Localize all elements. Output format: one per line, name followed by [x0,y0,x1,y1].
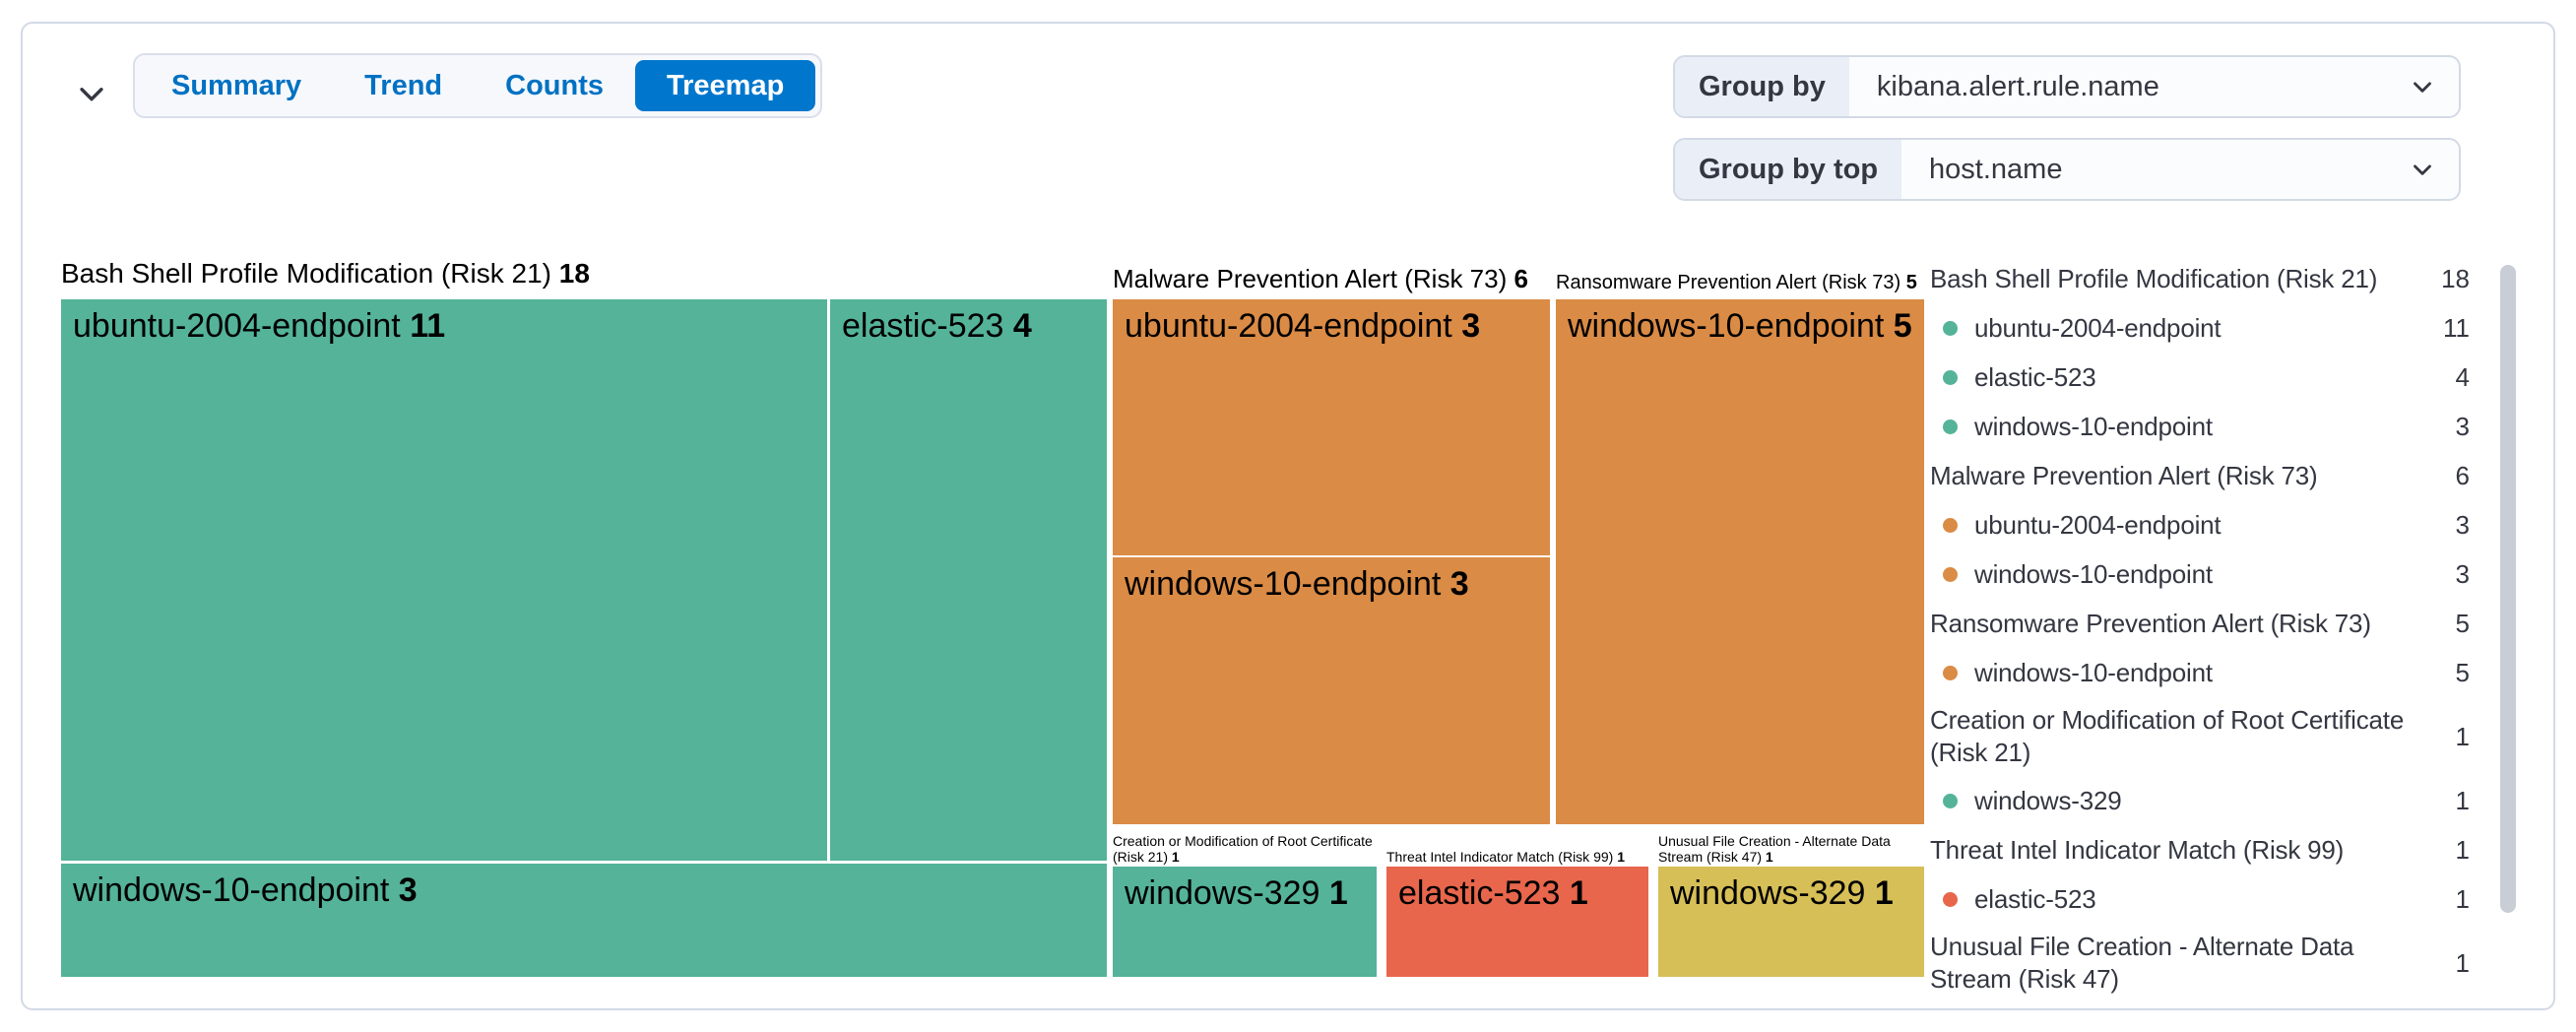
tab-treemap[interactable]: Treemap [635,60,816,111]
legend-color-dot [1943,320,1958,336]
treemap-tile[interactable]: elastic-523 4 [830,299,1107,861]
treemap-group-header: Unusual File Creation - Alternate Data S… [1658,833,1891,865]
alerts-treemap-chart: Bash Shell Profile Modification (Risk 21… [61,256,1924,989]
legend-group-row[interactable]: Malware Prevention Alert (Risk 73) 6 [1930,451,2470,500]
collapse-section-button[interactable] [66,69,117,120]
legend-group-row[interactable]: Ransomware Prevention Alert (Risk 73) 5 [1930,599,2470,648]
tab-counts[interactable]: Counts [474,60,635,111]
legend-count: 3 [2455,558,2470,589]
chevron-down-icon [2408,57,2459,116]
treemap-tile[interactable]: windows-329 1 [1658,867,1924,977]
legend-label: elastic-523 [1974,883,2096,914]
legend-label: Ransomware Prevention Alert (Risk 73) [1930,608,2371,638]
legend-label: ubuntu-2004-endpoint [1974,312,2222,343]
tab-trend[interactable]: Trend [333,60,474,111]
treemap-legend: Bash Shell Profile Modification (Risk 21… [1930,254,2470,1002]
legend-color-dot [1943,793,1958,808]
group-by-top-control: Group by top host.name [1673,138,2461,201]
legend-item-row[interactable]: elastic-523 1 [1930,874,2470,924]
legend-color-dot [1943,566,1958,582]
legend-item-row[interactable]: windows-10-endpoint 3 [1930,402,2470,451]
legend-color-dot [1943,665,1958,680]
chevron-down-icon [75,77,108,113]
legend-item-row[interactable]: ubuntu-2004-endpoint 3 [1930,500,2470,549]
legend-label: ubuntu-2004-endpoint [1974,509,2222,540]
treemap-group-header: Threat Intel Indicator Match (Risk 99) 1 [1386,849,1625,865]
legend-count: 5 [2455,657,2470,687]
legend-label: Bash Shell Profile Modification (Risk 21… [1930,263,2378,293]
legend-label: windows-329 [1974,785,2122,815]
legend-label: Unusual File Creation - Alternate Data S… [1930,932,2354,994]
legend-count: 5 [2455,608,2470,638]
treemap-group-header: Creation or Modification of Root Certifi… [1113,833,1373,865]
legend-label: windows-10-endpoint [1974,657,2213,687]
treemap-group-header: Ransomware Prevention Alert (Risk 73) 5 [1556,272,1917,293]
legend-count: 18 [2441,263,2470,293]
legend-item-row[interactable]: elastic-523 4 [1930,353,2470,402]
treemap-tile[interactable]: ubuntu-2004-endpoint 11 [61,299,827,861]
treemap-group-header: Malware Prevention Alert (Risk 73) 6 [1113,264,1528,293]
legend-count: 1 [2455,947,2470,978]
treemap-tile[interactable]: ubuntu-2004-endpoint 3 [1113,299,1550,555]
legend-label: Threat Intel Indicator Match (Risk 99) [1930,834,2345,865]
chevron-down-icon [2408,140,2459,199]
legend-scrollbar-thumb[interactable] [2500,265,2516,913]
legend-count: 11 [2443,312,2470,343]
legend-group-row[interactable]: Threat Intel Indicator Match (Risk 99) 1 [1930,825,2470,874]
treemap-tile[interactable]: elastic-523 1 [1386,867,1648,977]
legend-count: 3 [2455,509,2470,540]
legend-group-row[interactable]: Bash Shell Profile Modification (Risk 21… [1930,254,2470,303]
legend-group-row[interactable]: Unusual File Creation - Alternate Data S… [1930,924,2470,1002]
group-by-top-label: Group by top [1675,140,1902,199]
treemap-tile[interactable]: windows-10-endpoint 5 [1556,299,1924,824]
tab-summary[interactable]: Summary [140,60,333,111]
group-by-select[interactable]: kibana.alert.rule.name [1876,70,2159,102]
alerts-treemap-panel: Summary Trend Counts Treemap Group by ki… [21,22,2555,1010]
group-by-label: Group by [1675,57,1849,116]
legend-count: 3 [2455,411,2470,441]
legend-count: 4 [2455,361,2470,392]
legend-color-dot [1943,891,1958,907]
legend-item-row[interactable]: windows-329 1 [1930,776,2470,825]
legend-label: Creation or Modification of Root Certifi… [1930,705,2405,767]
legend-item-row[interactable]: windows-10-endpoint 5 [1930,648,2470,697]
legend-label: elastic-523 [1974,361,2096,392]
treemap-tile[interactable]: windows-329 1 [1113,867,1377,977]
legend-color-dot [1943,369,1958,385]
legend-item-row[interactable]: windows-10-endpoint 3 [1930,549,2470,599]
treemap-tile[interactable]: windows-10-endpoint 3 [1113,557,1550,824]
legend-color-dot [1943,517,1958,533]
legend-label: Malware Prevention Alert (Risk 73) [1930,460,2318,490]
view-tabs-group: Summary Trend Counts Treemap [133,53,823,118]
legend-count: 1 [2455,721,2470,751]
legend-color-dot [1943,419,1958,434]
legend-label: windows-10-endpoint [1974,558,2213,589]
treemap-tile[interactable]: windows-10-endpoint 3 [61,864,1107,977]
legend-item-row[interactable]: ubuntu-2004-endpoint 11 [1930,303,2470,353]
legend-label: windows-10-endpoint [1974,411,2213,441]
legend-count: 6 [2455,460,2470,490]
treemap-group-header: Bash Shell Profile Modification (Risk 21… [61,258,590,289]
legend-count: 1 [2455,785,2470,815]
group-by-control: Group by kibana.alert.rule.name [1673,55,2461,118]
legend-count: 1 [2455,883,2470,914]
group-by-top-select[interactable]: host.name [1929,153,2063,185]
legend-count: 1 [2455,834,2470,865]
legend-group-row[interactable]: Creation or Modification of Root Certifi… [1930,697,2470,776]
